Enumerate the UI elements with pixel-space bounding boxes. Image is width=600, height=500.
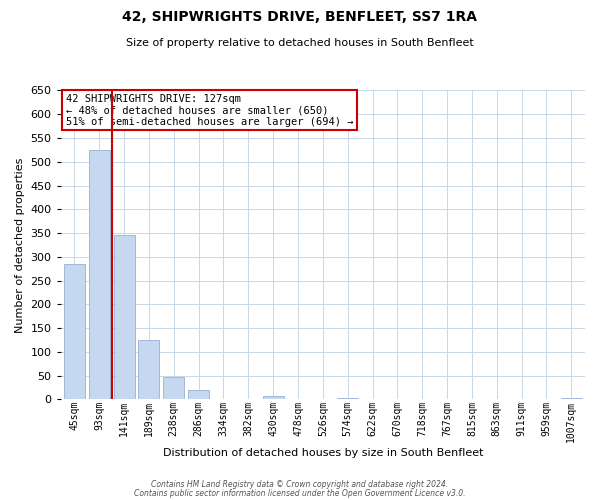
X-axis label: Distribution of detached houses by size in South Benfleet: Distribution of detached houses by size … [163, 448, 483, 458]
Text: 42, SHIPWRIGHTS DRIVE, BENFLEET, SS7 1RA: 42, SHIPWRIGHTS DRIVE, BENFLEET, SS7 1RA [122, 10, 478, 24]
Bar [139, 340, 160, 400]
Text: Size of property relative to detached houses in South Benfleet: Size of property relative to detached ho… [126, 38, 474, 48]
Bar [561, 398, 582, 400]
Bar [113, 235, 134, 400]
Bar [188, 390, 209, 400]
Bar [163, 376, 184, 400]
Text: 42 SHIPWRIGHTS DRIVE: 127sqm
← 48% of detached houses are smaller (650)
51% of s: 42 SHIPWRIGHTS DRIVE: 127sqm ← 48% of de… [66, 94, 353, 127]
Text: Contains public sector information licensed under the Open Government Licence v3: Contains public sector information licen… [134, 489, 466, 498]
Bar [64, 264, 85, 400]
Bar [337, 398, 358, 400]
Bar [89, 150, 110, 400]
Y-axis label: Number of detached properties: Number of detached properties [15, 158, 25, 332]
Bar [263, 396, 284, 400]
Text: Contains HM Land Registry data © Crown copyright and database right 2024.: Contains HM Land Registry data © Crown c… [151, 480, 449, 489]
